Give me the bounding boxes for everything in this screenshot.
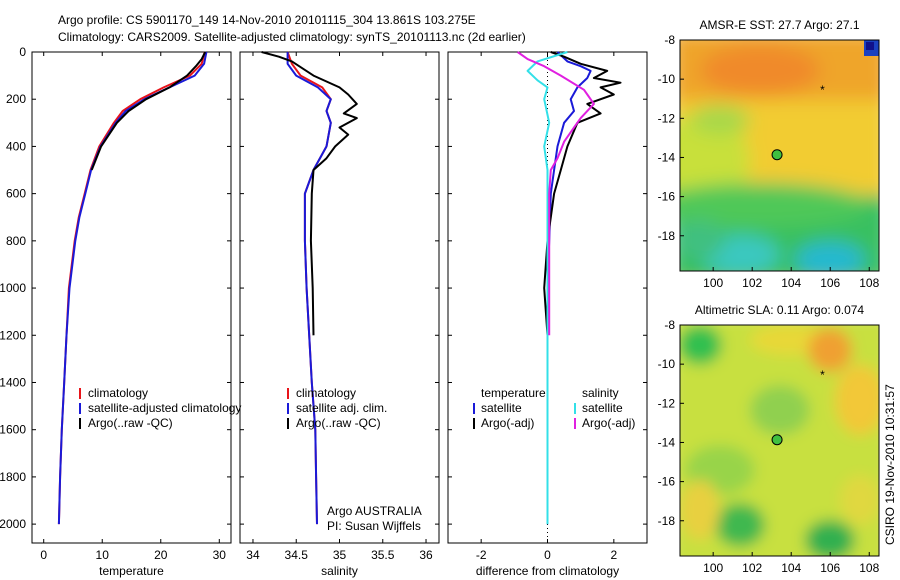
salinity-xtick-label: 34.5 — [285, 548, 309, 562]
temperature-xtick-label: 30 — [213, 548, 227, 562]
sst_map-star-marker: * — [820, 83, 825, 97]
difference-series-line — [543, 51, 622, 336]
salinity-xtick-label: 35 — [333, 548, 347, 562]
temperature-legend-label: Argo(..raw -QC) — [88, 416, 173, 430]
salinity-legend-label: climatology — [296, 386, 356, 400]
sst_map-xtick-label: 100 — [703, 276, 723, 290]
figure-title-line2: Climatology: CARS2009. Satellite-adjuste… — [58, 30, 526, 44]
sla_map-ytick-label: -14 — [658, 435, 676, 449]
sst_map-frame — [679, 39, 880, 272]
temperature-series-line — [57, 51, 206, 525]
depth-tick-label: 1800 — [0, 470, 26, 484]
sla_map-xtick-label: 102 — [742, 561, 762, 575]
sst-map-field — [680, 40, 879, 271]
salinity-xtick-label: 35.5 — [371, 548, 395, 562]
temperature-legend-label: satellite-adjusted climatology — [88, 401, 241, 415]
difference-legend-label: satellite — [582, 401, 623, 415]
depth-tick-label: 200 — [6, 92, 26, 106]
sst_map-ytick-label: -16 — [658, 190, 676, 204]
salinity-legend-label: Argo(..raw -QC) — [296, 416, 381, 430]
depth-tick-label: 2000 — [0, 517, 26, 531]
sst_map-ytick-label: -10 — [658, 72, 676, 86]
sla_map-frame — [679, 324, 880, 557]
salinity-legend-label: satellite adj. clim. — [296, 401, 387, 415]
temperature-xtick-label: 20 — [154, 548, 168, 562]
sst_map-ytick-label: -14 — [658, 150, 676, 164]
sla_map-star-marker: * — [820, 368, 825, 382]
temperature-xtick-label: 0 — [40, 548, 47, 562]
difference-series-line — [517, 51, 595, 336]
salinity-xtick-label: 36 — [419, 548, 433, 562]
temperature-xtick-label: 10 — [96, 548, 110, 562]
sst_map-ytick-label: -12 — [658, 111, 676, 125]
difference-legend-label: satellite — [481, 401, 522, 415]
sla_map-ytick-label: -16 — [658, 475, 676, 489]
sst_map-xtick-label: 104 — [781, 276, 801, 290]
figure-title-line1: Argo profile: CS 5901170_149 14-Nov-2010… — [58, 13, 476, 27]
sst_map-ytick-label: -18 — [658, 229, 676, 243]
difference-legend-left-title: temperature — [481, 386, 546, 400]
sla_map-xtick-label: 100 — [703, 561, 723, 575]
sla_map-ytick-label: -10 — [658, 357, 676, 371]
salinity-annotation: Argo AUSTRALIA — [327, 504, 422, 518]
difference-xtick-label: -2 — [476, 548, 487, 562]
sst_map-title: AMSR-E SST: 27.7 Argo: 27.1 — [699, 18, 859, 32]
sst_map-xtick-label: 102 — [742, 276, 762, 290]
depth-tick-label: 1200 — [0, 328, 26, 342]
depth-tick-label: 1000 — [0, 281, 26, 295]
sst_map-float-marker — [771, 149, 783, 161]
sst_map-xtick-label: 106 — [820, 276, 840, 290]
sst_map-xtick-label: 108 — [859, 276, 879, 290]
salinity-series-line — [286, 51, 332, 525]
salinity-xtick-label: 34 — [246, 548, 260, 562]
difference-legend-right-title: salinity — [582, 386, 619, 400]
sla_map-ytick-label: -12 — [658, 396, 676, 410]
depth-tick-label: 1400 — [0, 375, 26, 389]
difference-xtick-label: 2 — [610, 548, 617, 562]
difference-xtick-label: 0 — [544, 548, 551, 562]
sst_map-ytick-label: -8 — [664, 33, 675, 47]
difference-legend-label: Argo(-adj) — [582, 416, 635, 430]
sla_map-xtick-label: 104 — [781, 561, 801, 575]
sla_map-float-marker — [771, 434, 783, 446]
depth-tick-label: 400 — [6, 139, 26, 153]
temperature-series-line — [90, 51, 207, 171]
temperature-legend-label: climatology — [88, 386, 148, 400]
depth-tick-label: 600 — [6, 187, 26, 201]
depth-tick-label: 0 — [19, 45, 26, 59]
difference-series-line — [526, 51, 568, 525]
salinity-axes-box — [239, 51, 440, 544]
sla-map-field — [680, 325, 879, 556]
sla_map-ytick-label: -8 — [664, 318, 675, 332]
sla_map-ytick-label: -18 — [658, 514, 676, 528]
salinity-annotation: PI: Susan Wijffels — [327, 519, 421, 533]
temperature-series-line — [57, 51, 208, 525]
difference-legend-label: Argo(-adj) — [481, 416, 534, 430]
salinity-xlabel: salinity — [321, 564, 358, 578]
temperature-axes-box — [31, 51, 232, 544]
sla_map-xtick-label: 106 — [820, 561, 840, 575]
sla_map-xtick-label: 108 — [859, 561, 879, 575]
difference-series-line — [546, 51, 592, 525]
salinity-series-line — [261, 51, 358, 336]
difference-xlabel: difference from climatology — [476, 564, 619, 578]
side-stamp: CSIRO 19-Nov-2010 10:31:57 — [883, 384, 897, 545]
temperature-xlabel: temperature — [99, 564, 164, 578]
salinity-series-line — [286, 52, 332, 525]
sla_map-title: Altimetric SLA: 0.11 Argo: 0.074 — [695, 303, 865, 317]
depth-tick-label: 800 — [6, 234, 26, 248]
depth-tick-label: 1600 — [0, 423, 26, 437]
